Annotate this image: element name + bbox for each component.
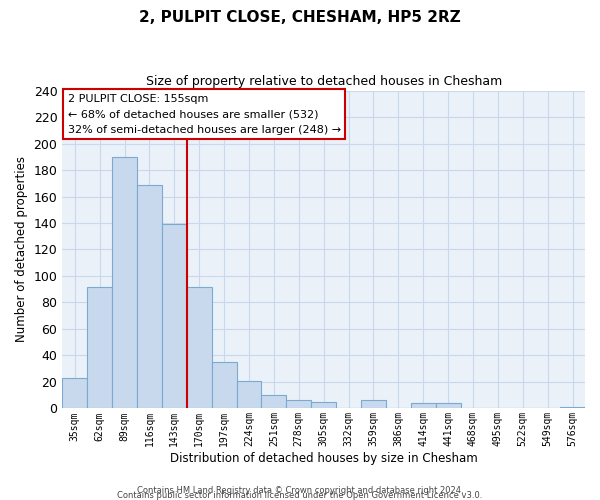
Bar — [311, 402, 336, 408]
Bar — [411, 403, 436, 408]
Text: Contains HM Land Registry data © Crown copyright and database right 2024.: Contains HM Land Registry data © Crown c… — [137, 486, 463, 495]
Y-axis label: Number of detached properties: Number of detached properties — [15, 156, 28, 342]
Text: 2 PULPIT CLOSE: 155sqm
← 68% of detached houses are smaller (532)
32% of semi-de: 2 PULPIT CLOSE: 155sqm ← 68% of detached… — [68, 94, 341, 135]
Bar — [361, 400, 386, 408]
Bar — [162, 224, 187, 408]
Bar — [286, 400, 311, 408]
Bar — [560, 407, 585, 408]
Title: Size of property relative to detached houses in Chesham: Size of property relative to detached ho… — [146, 75, 502, 88]
X-axis label: Distribution of detached houses by size in Chesham: Distribution of detached houses by size … — [170, 452, 478, 465]
Text: Contains public sector information licensed under the Open Government Licence v3: Contains public sector information licen… — [118, 491, 482, 500]
Bar — [436, 403, 461, 408]
Bar — [212, 362, 236, 408]
Text: 2, PULPIT CLOSE, CHESHAM, HP5 2RZ: 2, PULPIT CLOSE, CHESHAM, HP5 2RZ — [139, 10, 461, 25]
Bar — [137, 184, 162, 408]
Bar — [112, 157, 137, 408]
Bar — [87, 286, 112, 408]
Bar — [187, 286, 212, 408]
Bar — [262, 395, 286, 408]
Bar — [236, 380, 262, 408]
Bar — [62, 378, 87, 408]
